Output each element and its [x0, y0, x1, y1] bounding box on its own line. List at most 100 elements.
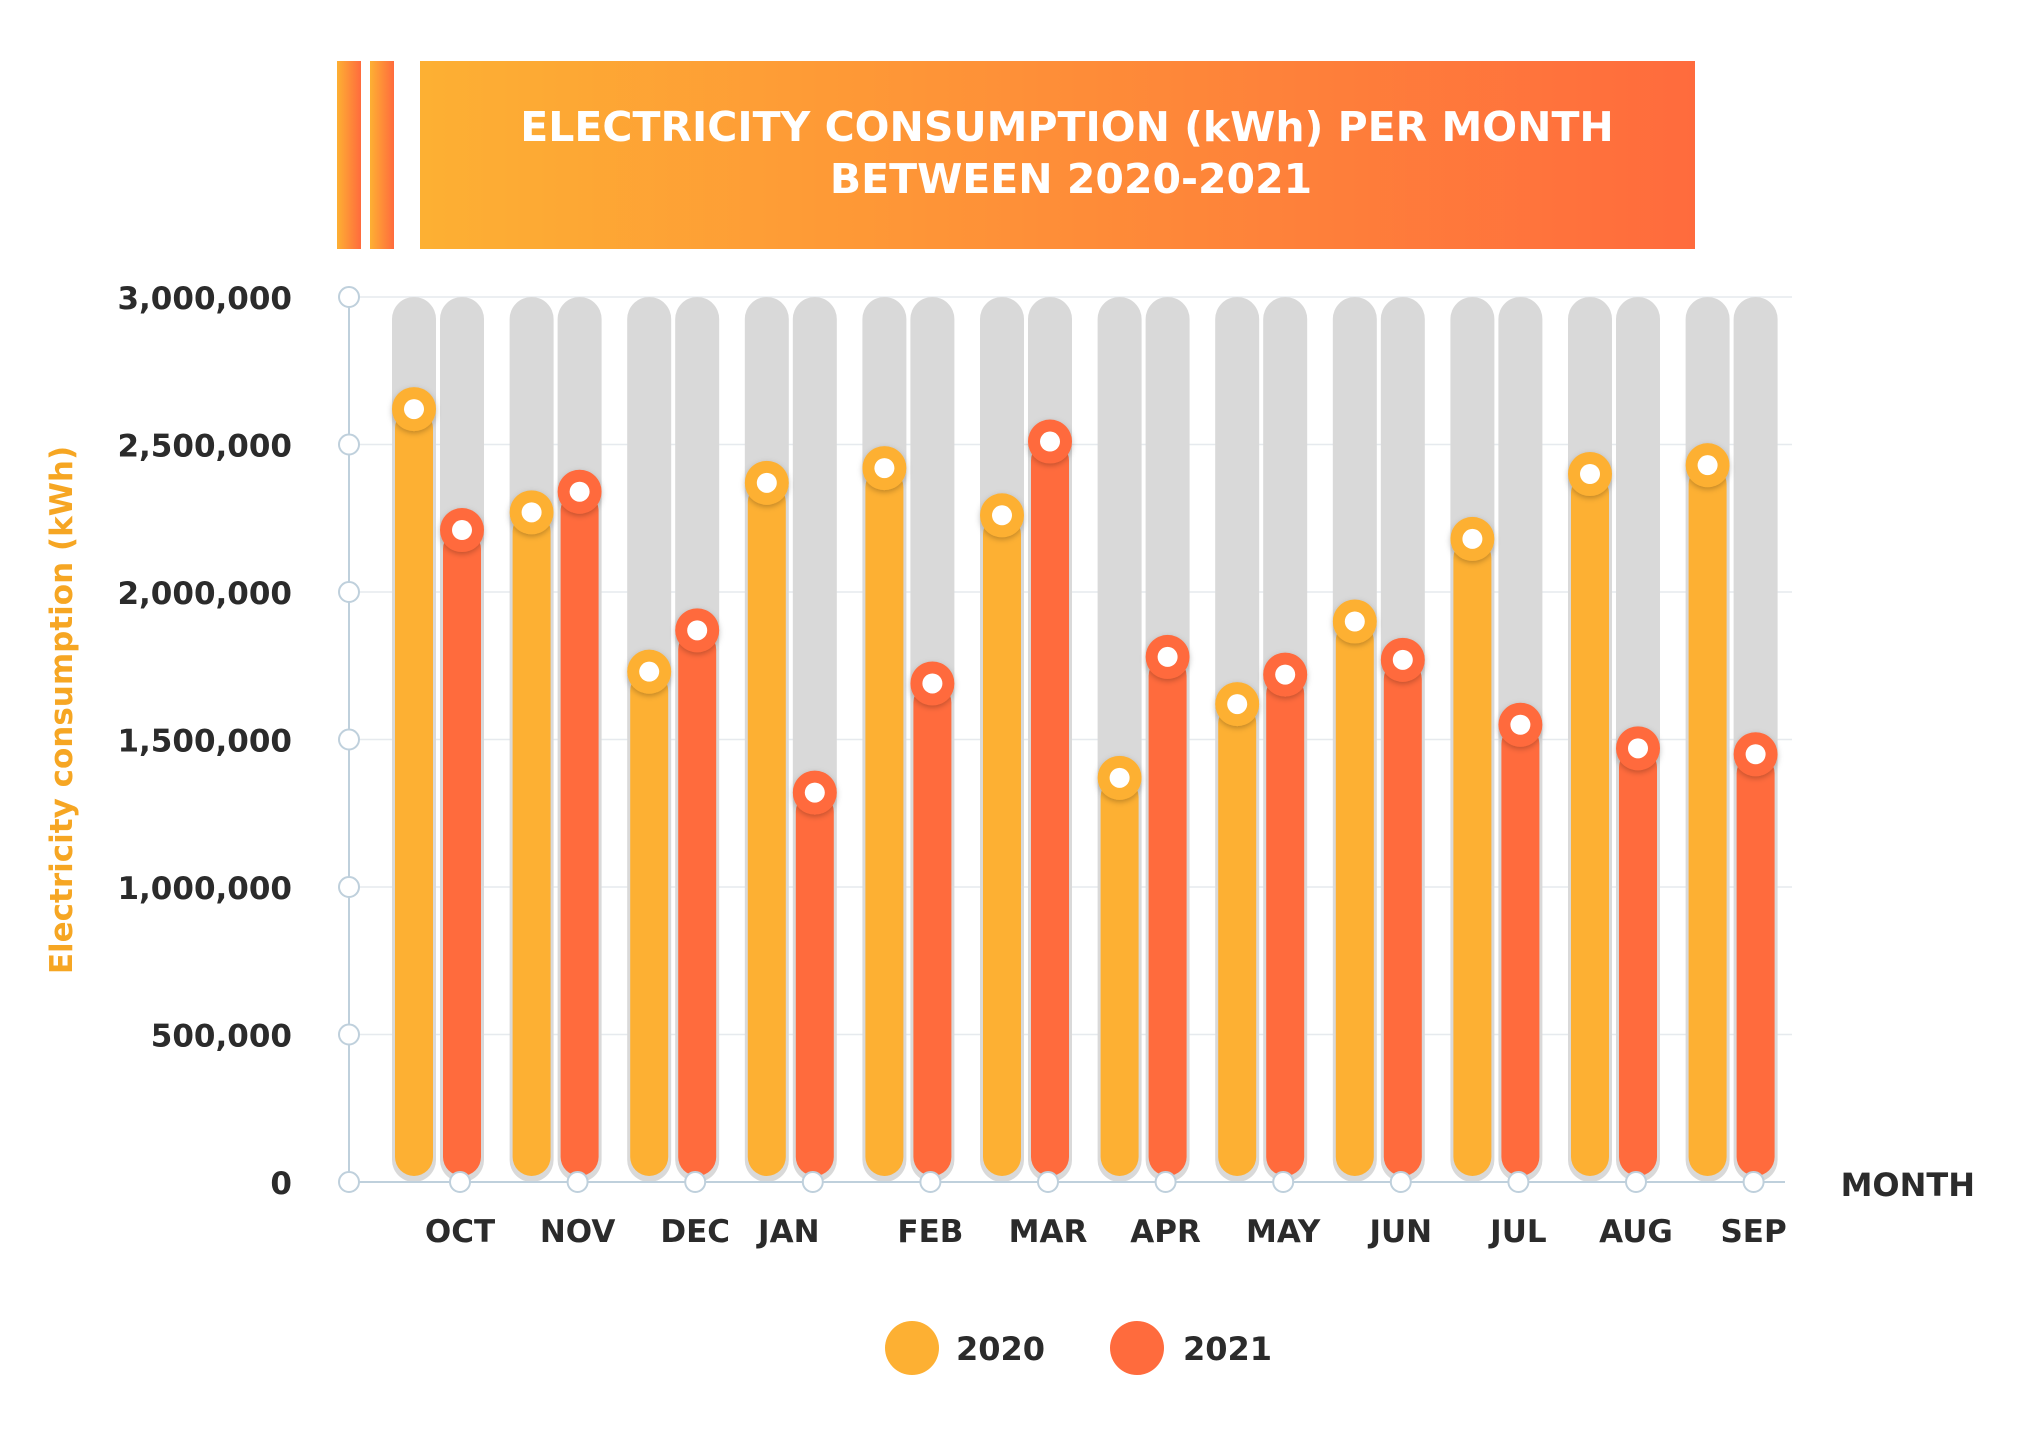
bar-2020-sep	[1688, 465, 1727, 1176]
x-tick-label-jan: JAN	[756, 1214, 819, 1250]
marker-center	[1462, 528, 1483, 549]
marker-center	[1628, 738, 1648, 759]
y-axis-marker	[338, 1171, 360, 1193]
banner-stripe-2	[370, 61, 394, 249]
bar-2021-sep	[1736, 754, 1775, 1176]
marker-center	[874, 458, 895, 479]
marker-center	[1510, 714, 1531, 735]
x-axis-label: MONTH	[1841, 1166, 1975, 1204]
bar-2021-oct	[443, 530, 481, 1176]
marker-center	[1344, 611, 1365, 632]
marker-center	[1040, 431, 1060, 452]
x-tick-label-mar: MAR	[1009, 1214, 1088, 1250]
legend-label-2020: 2020	[956, 1330, 1045, 1368]
marker-center	[1275, 664, 1296, 685]
x-axis-marker	[919, 1171, 942, 1193]
bar-2020-feb	[865, 468, 904, 1177]
bar-2021-aug	[1619, 748, 1657, 1176]
bar-2021-jan	[795, 792, 834, 1176]
x-tick-label-dec: DEC	[660, 1214, 730, 1250]
marker-center	[404, 399, 424, 420]
chart-title-line-1: ELECTRICITY CONSUMPTION (kWh) PER MONTH	[520, 103, 1613, 151]
x-axis-marker	[1037, 1171, 1059, 1193]
x-axis-marker	[1389, 1171, 1412, 1193]
bar-2020-jun	[1335, 621, 1374, 1176]
axes	[338, 286, 1785, 1193]
marker-center	[1227, 694, 1248, 715]
x-axis-marker	[1154, 1171, 1177, 1193]
legend-label-2021: 2021	[1183, 1330, 1272, 1368]
x-tick-label-nov: NOV	[540, 1214, 615, 1250]
legend-swatch-2020	[885, 1321, 939, 1375]
x-tick-label-feb: FEB	[897, 1214, 963, 1250]
y-tick-label: 2,500,000	[117, 429, 292, 465]
x-tick-label-jul: JUL	[1488, 1214, 1546, 1250]
marker-center	[992, 505, 1012, 526]
x-tick-label-jun: JUN	[1367, 1214, 1432, 1250]
y-tick-label: 0	[270, 1166, 292, 1202]
bar-2020-nov	[512, 512, 551, 1176]
marker-center	[639, 661, 660, 682]
bar-2020-jul	[1453, 538, 1492, 1176]
bar-2021-jun	[1383, 659, 1422, 1176]
bar-2021-feb	[913, 683, 952, 1176]
marker-center	[452, 520, 472, 541]
marker-center	[922, 673, 943, 694]
value-markers	[392, 387, 1778, 815]
marker-center	[687, 620, 708, 641]
marker-center	[1109, 767, 1130, 788]
y-axis-marker	[338, 1023, 360, 1046]
marker-center	[756, 472, 777, 493]
y-tick-label: 1,000,000	[117, 871, 292, 907]
legend: 2020 2021	[885, 1321, 1272, 1375]
y-axis-marker	[338, 581, 360, 603]
x-axis-marker	[1507, 1171, 1530, 1193]
x-tick-labels: OCT NOV DEC JAN FEB MAR APR MAY JUN JUL AUG SEP	[425, 1214, 1787, 1250]
y-tick-label: 500,000	[151, 1019, 292, 1055]
chart-title-line-2: BETWEEN 2020-2021	[830, 155, 1312, 203]
x-axis-marker	[801, 1171, 824, 1193]
x-axis-marker	[684, 1171, 707, 1193]
bar-2021-nov	[560, 491, 599, 1176]
bar-2020-jan	[747, 482, 786, 1177]
bar-2020-mar	[983, 515, 1021, 1176]
bar-2020-apr	[1100, 777, 1139, 1176]
bar-2020-oct	[395, 409, 433, 1177]
marker-center	[1157, 646, 1178, 667]
x-tick-label-aug: AUG	[1599, 1214, 1673, 1250]
y-axis-marker	[338, 876, 360, 898]
marker-center	[804, 782, 825, 803]
y-axis-label: Electricity consumption (kWh)	[44, 446, 80, 974]
marker-center	[1392, 649, 1413, 670]
y-axis-marker	[338, 728, 360, 751]
banner-box	[420, 61, 1695, 249]
x-tick-label-apr: APR	[1130, 1214, 1201, 1250]
x-axis-marker	[1625, 1171, 1647, 1193]
y-tick-label: 3,000,000	[117, 281, 292, 317]
banner-stripe-1	[337, 61, 361, 249]
bar-2021-apr	[1148, 656, 1187, 1176]
legend-swatch-2021	[1110, 1321, 1164, 1375]
bar-2020-aug	[1571, 474, 1609, 1176]
marker-center	[1745, 744, 1766, 765]
y-axis-marker	[338, 286, 360, 308]
x-axis-marker	[449, 1171, 471, 1193]
bar-2021-mar	[1031, 441, 1069, 1176]
bar-2021-may	[1266, 674, 1305, 1176]
marker-center	[569, 481, 590, 502]
bar-2021-dec	[678, 630, 717, 1176]
y-tick-labels: 0 500,000 1,000,000 1,500,000 2,000,000 2,500…	[117, 281, 292, 1202]
marker-center	[521, 502, 542, 523]
bar-2021-jul	[1501, 724, 1540, 1176]
title-banner: ELECTRICITY CONSUMPTION (kWh) PER MONTH …	[337, 61, 1695, 249]
x-axis-marker	[566, 1171, 589, 1193]
y-axis-marker	[338, 433, 360, 456]
x-axis-marker	[1272, 1171, 1295, 1193]
bar-2020-dec	[630, 671, 669, 1176]
marker-center	[1697, 455, 1718, 476]
x-tick-label-oct: OCT	[425, 1214, 495, 1250]
bars	[395, 409, 1775, 1177]
y-tick-label: 1,500,000	[117, 724, 292, 760]
marker-center	[1580, 464, 1600, 484]
